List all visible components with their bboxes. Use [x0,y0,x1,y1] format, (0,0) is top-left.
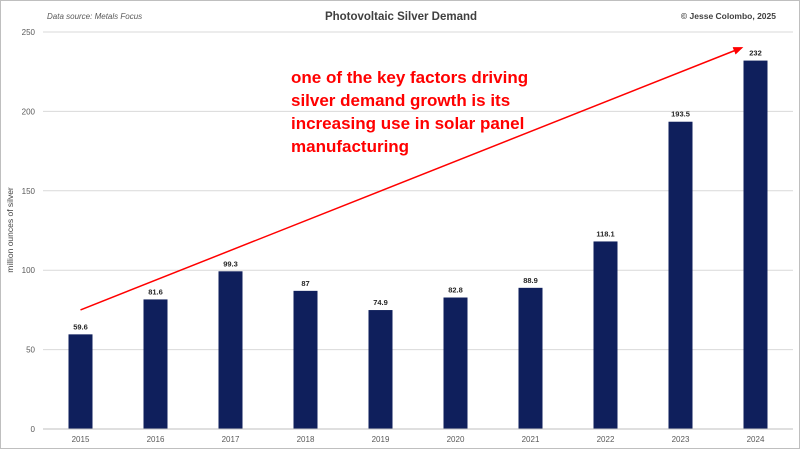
y-tick-label: 50 [26,346,35,355]
x-tick-label-2023: 2023 [672,435,690,444]
x-tick-label-2020: 2020 [447,435,465,444]
y-tick-label: 100 [22,266,36,275]
annotation-line-1: one of the key factors driving [291,68,528,87]
data-label-2021: 88.9 [523,276,538,285]
trend-arrow [80,47,744,311]
data-label-2018: 87 [301,279,309,288]
bar-2018 [293,290,318,429]
data-source-label: Data source: Metals Focus [47,12,142,21]
y-tick-label: 150 [22,187,36,196]
bar-2015 [68,334,93,429]
bars [68,60,768,430]
y-tick-label: 200 [22,107,36,116]
x-tick-label-2015: 2015 [72,435,90,444]
annotation-text: one of the key factors driving silver de… [291,68,528,156]
x-tick-label-2019: 2019 [372,435,390,444]
gridlines [43,31,793,351]
x-tick-label-2018: 2018 [297,435,315,444]
data-label-2020: 82.8 [448,286,463,295]
x-tick-label-2016: 2016 [147,435,165,444]
data-label-2015: 59.6 [73,322,88,331]
copyright-label: © Jesse Colombo, 2025 [681,11,776,21]
y-tick-label: 0 [31,425,36,434]
bar-2016 [143,299,168,429]
x-tick-label-2021: 2021 [522,435,540,444]
data-label-2016: 81.6 [148,287,163,296]
bar-2023 [668,121,693,430]
bar-2019 [368,310,393,429]
data-label-2023: 193.5 [671,110,690,119]
data-label-2017: 99.3 [223,259,238,268]
data-label-2024: 232 [749,49,762,58]
y-tick-label: 250 [22,28,36,37]
y-axis-label: million ounces of silver [5,187,15,273]
trend-arrow-group [80,47,744,311]
bar-2022 [593,241,618,429]
annotation-line-2: silver demand growth is its [291,91,510,110]
chart-title: Photovoltaic Silver Demand [325,11,477,23]
annotation-line-3: increasing use in solar panel [291,114,524,133]
x-tick-label-2024: 2024 [747,435,765,444]
data-labels: 59.6 81.6 99.3 87 74.9 82.8 88.9 118.1 193.5 232 [73,49,762,332]
bar-2021 [518,287,543,429]
bar-2020 [443,297,468,429]
x-tick-label-2017: 2017 [222,435,240,444]
data-label-2019: 74.9 [373,298,388,307]
axes: 0 50 100 150 200 250 2015 2016 2017 2018 2019 2020 2… [22,28,793,444]
data-label-2022: 118.1 [596,229,614,238]
annotation-line-4: manufacturing [291,137,409,156]
bar-2017 [218,271,243,429]
bar-2024 [743,60,768,430]
x-tick-label-2022: 2022 [597,435,615,444]
